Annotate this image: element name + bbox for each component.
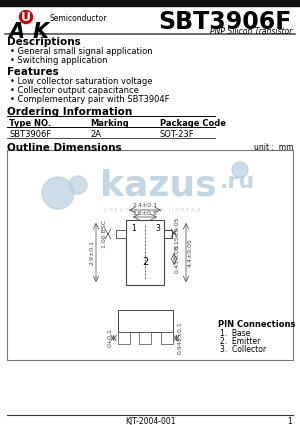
Text: SBT3906F: SBT3906F — [159, 10, 292, 34]
Text: Features: Features — [7, 67, 59, 77]
Text: 2.9±0.1: 2.9±0.1 — [89, 240, 94, 265]
Text: • General small signal application: • General small signal application — [10, 47, 153, 56]
Text: Outline Dimensions: Outline Dimensions — [7, 143, 122, 153]
Text: 2: 2 — [142, 257, 148, 267]
Text: Type NO.: Type NO. — [9, 119, 51, 128]
Text: 0.4±0.05: 0.4±0.05 — [175, 245, 180, 273]
Bar — [126, 220, 164, 285]
Text: 1.6±0.1: 1.6±0.1 — [133, 211, 158, 216]
Text: 4.4±0.05: 4.4±0.05 — [188, 238, 193, 267]
Text: 0+0.1: 0+0.1 — [107, 329, 112, 348]
Text: PNP Silicon Transistor: PNP Silicon Transistor — [210, 27, 292, 36]
Text: SOT-23F: SOT-23F — [160, 130, 195, 139]
Text: Descriptions: Descriptions — [7, 37, 81, 47]
Text: 1: 1 — [131, 224, 136, 233]
Text: Semiconductor: Semiconductor — [50, 14, 107, 23]
Text: 0.15±0.05: 0.15±0.05 — [175, 217, 180, 249]
Text: • Complementary pair with SBT3904F: • Complementary pair with SBT3904F — [10, 95, 169, 104]
Bar — [118, 332, 130, 344]
Bar — [0, 0, 300, 6]
Text: 2.4±0.1: 2.4±0.1 — [133, 203, 158, 208]
Ellipse shape — [232, 162, 248, 178]
Bar — [7, 150, 293, 360]
Text: 3: 3 — [155, 224, 160, 233]
Text: 3.  Collector: 3. Collector — [220, 345, 266, 354]
Bar — [160, 332, 172, 344]
Text: • Switching application: • Switching application — [10, 56, 107, 65]
Bar — [139, 332, 151, 344]
Text: 2A: 2A — [90, 130, 101, 139]
Text: Package Code: Package Code — [160, 119, 226, 128]
Text: .ru: .ru — [220, 172, 255, 192]
Text: 2.  Emitter: 2. Emitter — [220, 337, 260, 346]
Ellipse shape — [69, 176, 87, 194]
Text: 1.  Base: 1. Base — [220, 329, 250, 338]
Ellipse shape — [42, 177, 74, 209]
Text: A: A — [8, 22, 24, 42]
Text: • Low collector saturation voltage: • Low collector saturation voltage — [10, 77, 152, 86]
Text: 0.945±0.1: 0.945±0.1 — [178, 322, 182, 354]
Text: SBT3906F: SBT3906F — [9, 130, 51, 139]
Text: kazus: kazus — [100, 168, 217, 202]
Bar — [116, 230, 126, 238]
Text: unit :  mm: unit : mm — [254, 143, 293, 152]
Text: 1: 1 — [287, 417, 292, 425]
Text: 1.00 BSC: 1.00 BSC — [102, 220, 107, 248]
Text: Ordering Information: Ordering Information — [7, 107, 132, 117]
Text: PIN Connections: PIN Connections — [218, 320, 296, 329]
Text: KJT-2004-001: KJT-2004-001 — [125, 417, 175, 425]
Text: U: U — [21, 11, 31, 23]
Text: • Collector output capacitance: • Collector output capacitance — [10, 86, 139, 95]
Text: K: K — [33, 22, 49, 42]
Ellipse shape — [20, 11, 32, 23]
Bar — [118, 310, 172, 332]
Text: Э Л Е К Т Р О Н Н Ы Й   П О Р Т А Л: Э Л Е К Т Р О Н Н Ы Й П О Р Т А Л — [103, 207, 201, 212]
Text: Marking: Marking — [90, 119, 129, 128]
